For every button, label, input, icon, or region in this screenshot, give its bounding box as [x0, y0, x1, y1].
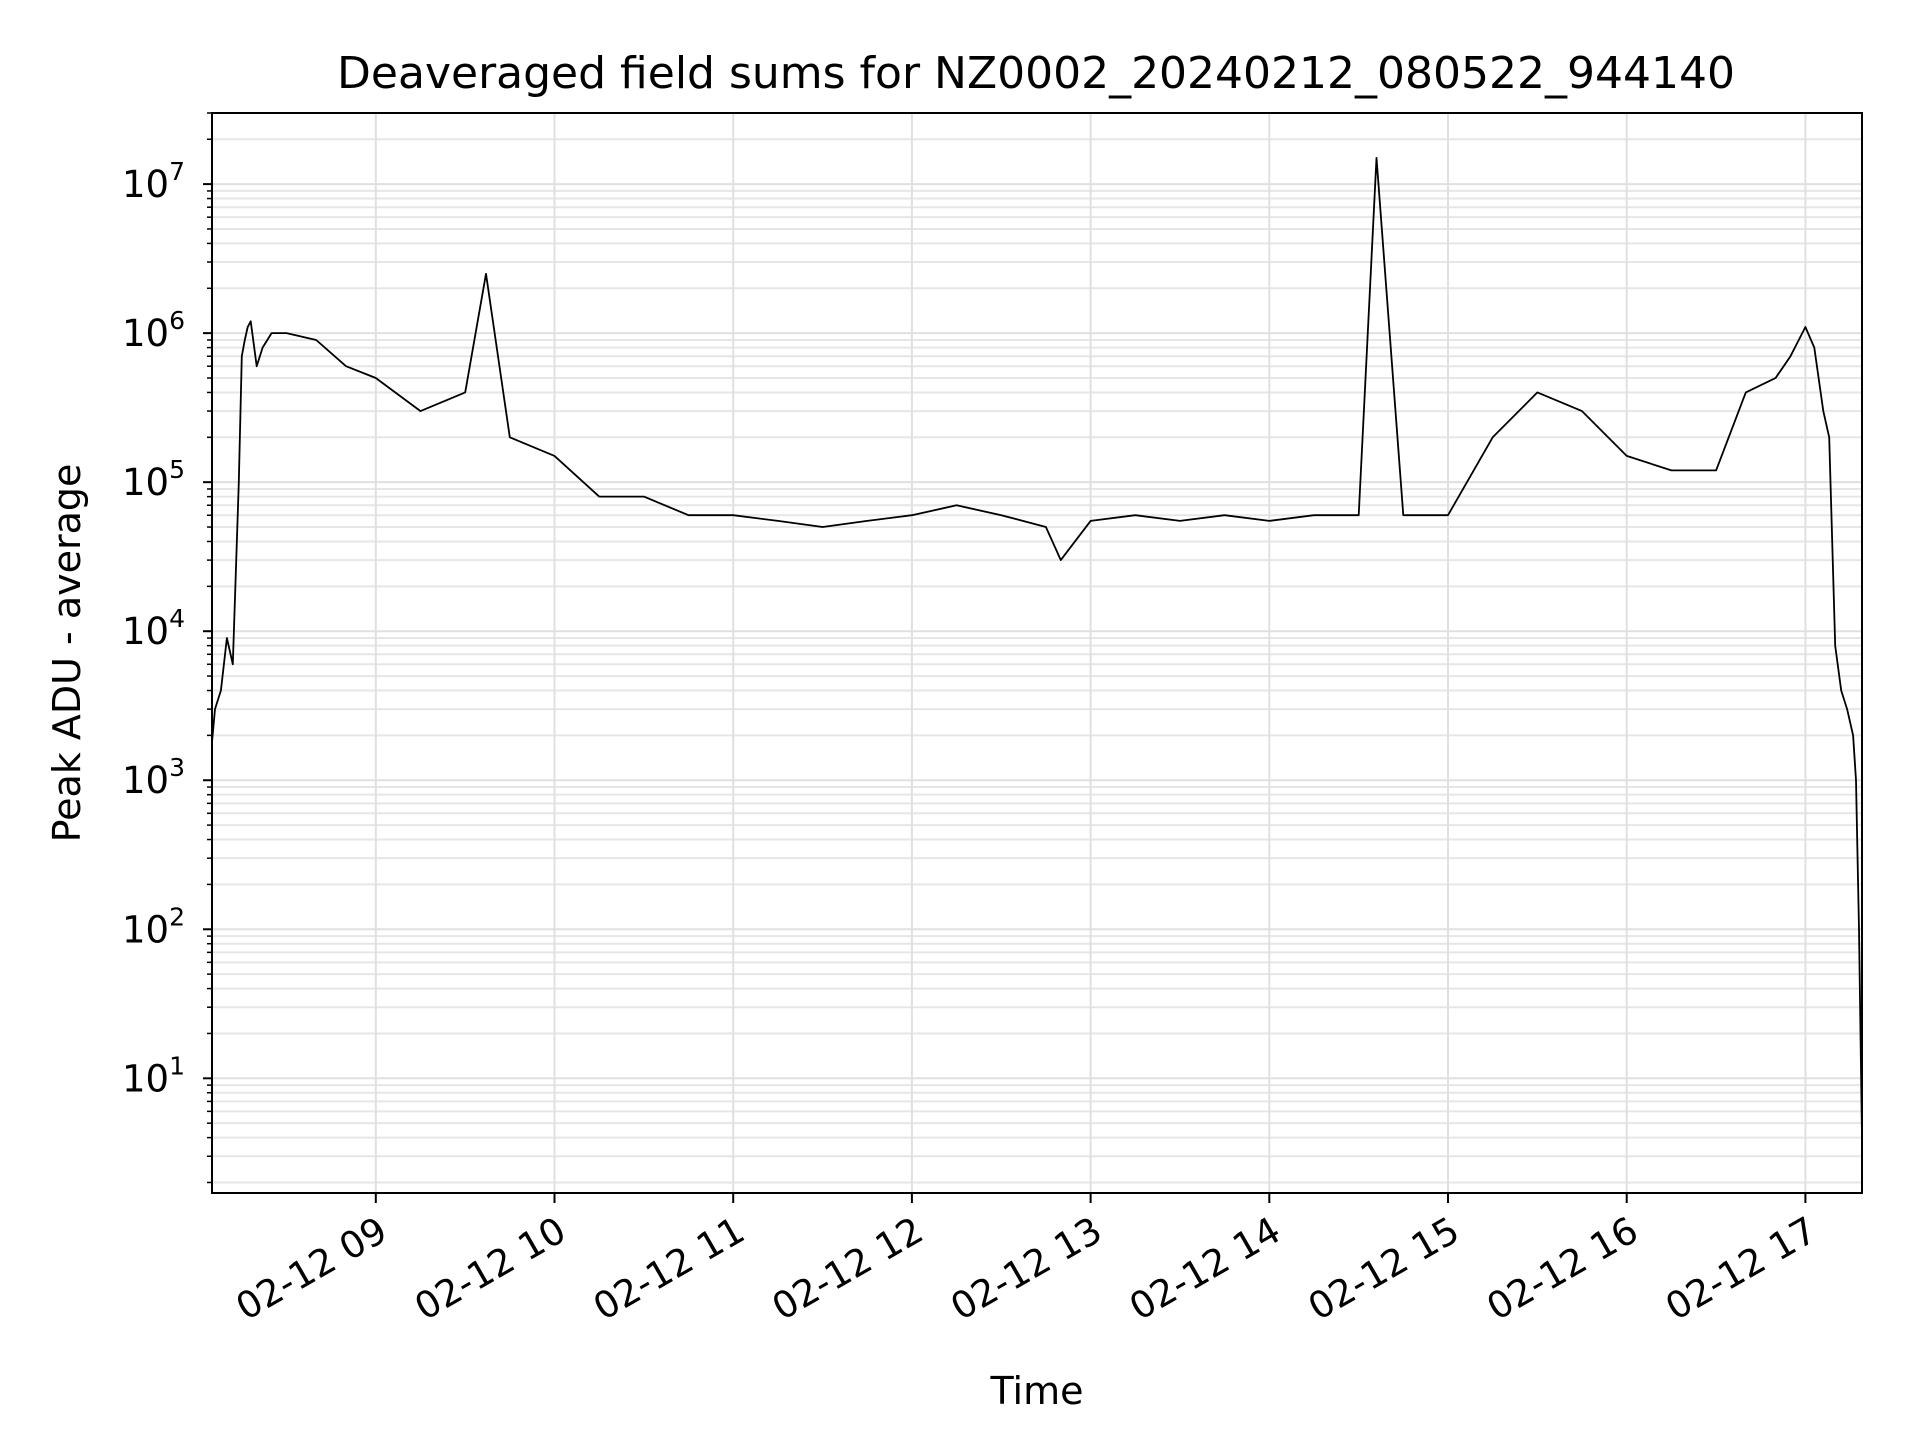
x-tick-label: 02-12 16	[1480, 1209, 1646, 1329]
x-axis-label: Time	[990, 1369, 1084, 1413]
x-tick-label: 02-12 10	[407, 1209, 573, 1329]
y-tick-label: 107	[122, 157, 185, 206]
y-tick-label: 102	[122, 902, 185, 951]
x-tick-label: 02-12 14	[1122, 1209, 1288, 1329]
x-tick-label: 02-12 11	[586, 1209, 752, 1329]
x-tick-label: 02-12 13	[944, 1209, 1110, 1329]
grid	[212, 112, 1862, 1193]
y-axis-label: Peak ADU - average	[45, 464, 89, 843]
y-tick-label: 106	[122, 306, 185, 355]
x-tick-label: 02-12 12	[765, 1209, 931, 1329]
plot-frame	[211, 112, 1863, 1194]
chart-title: Deaveraged field sums for NZ0002_2024021…	[337, 48, 1735, 99]
x-tick-label: 02-12 15	[1301, 1209, 1467, 1329]
y-axis: 101 102 103 104 105 106 107	[122, 112, 212, 1184]
x-tick-label: 02-12 09	[229, 1209, 395, 1329]
y-tick-label: 103	[122, 753, 185, 802]
x-tick-label: 02-12 17	[1658, 1209, 1824, 1329]
data-series	[211, 156, 1863, 1138]
y-tick-label: 105	[122, 455, 185, 504]
series-line	[211, 156, 1863, 1138]
y-tick-label: 101	[122, 1051, 185, 1100]
x-axis: 02-12 09 02-12 10 02-12 11 02-12 12 02-12 13…	[229, 1193, 1824, 1329]
y-tick-label: 104	[122, 604, 185, 653]
